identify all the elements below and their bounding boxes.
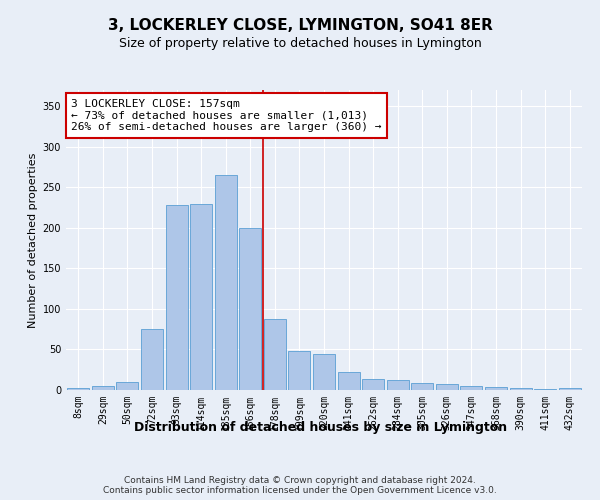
Bar — [436, 384, 458, 390]
Bar — [460, 386, 482, 390]
Bar — [509, 388, 532, 390]
Bar — [190, 204, 212, 390]
Text: 3 LOCKERLEY CLOSE: 157sqm
← 73% of detached houses are smaller (1,013)
26% of se: 3 LOCKERLEY CLOSE: 157sqm ← 73% of detac… — [71, 99, 382, 132]
Bar — [289, 351, 310, 390]
Bar — [485, 387, 507, 390]
Bar — [92, 386, 114, 390]
Bar — [166, 205, 188, 390]
Bar — [67, 388, 89, 390]
Bar — [386, 380, 409, 390]
Y-axis label: Number of detached properties: Number of detached properties — [28, 152, 38, 328]
Bar — [264, 320, 286, 390]
Bar — [411, 382, 433, 390]
Bar — [313, 354, 335, 390]
Bar — [239, 228, 262, 390]
Text: 3, LOCKERLEY CLOSE, LYMINGTON, SO41 8ER: 3, LOCKERLEY CLOSE, LYMINGTON, SO41 8ER — [107, 18, 493, 32]
Bar — [141, 329, 163, 390]
Bar — [362, 378, 384, 390]
Bar — [559, 388, 581, 390]
Text: Distribution of detached houses by size in Lymington: Distribution of detached houses by size … — [134, 421, 508, 434]
Text: Size of property relative to detached houses in Lymington: Size of property relative to detached ho… — [119, 38, 481, 51]
Bar — [116, 382, 139, 390]
Bar — [338, 372, 359, 390]
Bar — [534, 389, 556, 390]
Bar — [215, 175, 237, 390]
Text: Contains HM Land Registry data © Crown copyright and database right 2024.
Contai: Contains HM Land Registry data © Crown c… — [103, 476, 497, 495]
